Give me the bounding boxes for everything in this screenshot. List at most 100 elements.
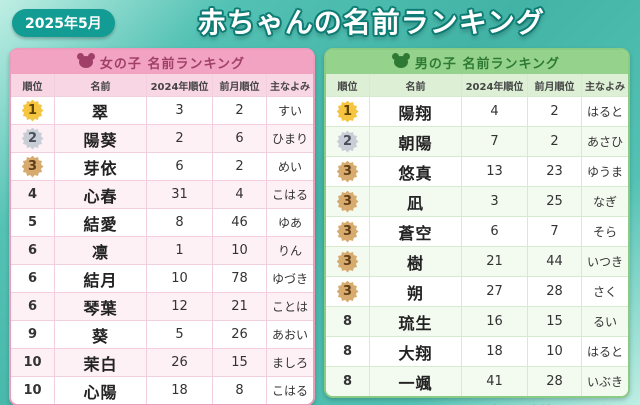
rank-medal: 3 — [336, 220, 359, 243]
rank-cell: 4 — [11, 181, 55, 208]
rank-medal: 3 — [336, 160, 359, 183]
rank-cell: 3 — [326, 247, 370, 276]
girls-ranking-table: 女の子 名前ランキング 順位 名前 2024年順位 前月順位 主なよみ 1 翠 … — [9, 48, 315, 405]
prev-month-rank-cell: 2 — [213, 97, 267, 124]
girls-table-title-bar: 女の子 名前ランキング — [11, 50, 313, 74]
bear-icon — [76, 53, 95, 68]
name-cell: 琴葉 — [55, 293, 147, 320]
rank-2024-cell: 8 — [147, 209, 213, 236]
rank-medal: 10 — [23, 383, 42, 398]
date-badge: 2025年5月 — [12, 9, 115, 37]
name-cell: 心陽 — [55, 377, 147, 404]
reading-cell: ましろ — [271, 356, 308, 370]
rank-medal: 8 — [342, 314, 353, 329]
reading-cell: あおい — [271, 328, 308, 342]
prev-month-rank-cell: 4 — [213, 181, 267, 208]
rank-2024-cell: 26 — [147, 349, 213, 376]
table-row: 3 蒼空 6 7 そら — [326, 217, 628, 247]
prev-month-rank-cell: 25 — [528, 187, 582, 216]
reading-cell: すい — [277, 104, 302, 118]
col-2024-rank: 2024年順位 — [147, 74, 213, 96]
name-cell: 悠真 — [370, 157, 462, 186]
reading-cell: ゆあ — [277, 216, 302, 230]
table-row: 10 茉白 26 15 ましろ — [11, 349, 313, 377]
rank-cell: 8 — [326, 337, 370, 366]
table-row: 8 一颯 41 28 いぶき — [326, 367, 628, 396]
prev-month-rank-cell: 2 — [528, 127, 582, 156]
rank-2024-cell: 4 — [462, 97, 528, 126]
reading-cell: こはる — [271, 384, 308, 398]
girls-table-title: 女の子 名前ランキング — [99, 56, 246, 72]
table-row: 5 結愛 8 46 ゆあ — [11, 209, 313, 237]
rank-2024-cell: 18 — [462, 337, 528, 366]
rank-medal: 3 — [336, 190, 359, 213]
rank-cell: 3 — [11, 153, 55, 180]
prev-month-rank-cell: 46 — [213, 209, 267, 236]
prev-month-rank-cell: 15 — [528, 307, 582, 336]
rank-medal: 2 — [336, 130, 359, 153]
rank-2024-cell: 6 — [462, 217, 528, 246]
prev-month-rank-cell: 10 — [528, 337, 582, 366]
rank-cell: 8 — [326, 367, 370, 396]
col-rank: 順位 — [11, 74, 55, 96]
name-cell: 茉白 — [55, 349, 147, 376]
col-2024-rank: 2024年順位 — [462, 74, 528, 96]
bear-icon — [391, 53, 410, 68]
name-cell: 翠 — [55, 97, 147, 124]
rank-2024-cell: 31 — [147, 181, 213, 208]
rank-cell: 3 — [326, 217, 370, 246]
col-name: 名前 — [55, 74, 147, 96]
boys-column-header: 順位 名前 2024年順位 前月順位 主なよみ — [326, 74, 628, 97]
name-cell: 朝陽 — [370, 127, 462, 156]
rank-2024-cell: 1 — [147, 237, 213, 264]
col-prev-month-rank: 前月順位 — [528, 74, 582, 96]
reading-cell: はると — [586, 105, 623, 119]
rank-2024-cell: 6 — [147, 153, 213, 180]
rank-medal: 3 — [21, 155, 44, 178]
table-row: 3 凪 3 25 なぎ — [326, 187, 628, 217]
rank-2024-cell: 13 — [462, 157, 528, 186]
col-reading: 主なよみ — [270, 81, 310, 93]
reading-cell: いつき — [586, 255, 623, 269]
rank-medal: 3 — [336, 280, 359, 303]
rank-2024-cell: 7 — [462, 127, 528, 156]
name-cell: 凪 — [370, 187, 462, 216]
name-cell: 結月 — [55, 265, 147, 292]
table-row: 3 悠真 13 23 ゆうま — [326, 157, 628, 187]
right-column: 男の子 名前ランキング 順位 名前 2024年順位 前月順位 主なよみ 1 陽翔 — [324, 48, 630, 405]
rank-cell: 3 — [326, 187, 370, 216]
rank-medal: 1 — [21, 99, 44, 122]
reading-cell: はると — [586, 345, 623, 359]
table-row: 6 結月 10 78 ゆづき — [11, 265, 313, 293]
boys-table-title: 男の子 名前ランキング — [414, 56, 561, 72]
prev-month-rank-cell: 6 — [213, 125, 267, 152]
rank-2024-cell: 41 — [462, 367, 528, 396]
rank-2024-cell: 3 — [147, 97, 213, 124]
rank-medal: 5 — [27, 215, 38, 230]
rank-medal: 4 — [27, 187, 38, 202]
rank-cell: 3 — [326, 277, 370, 306]
table-row: 1 陽翔 4 2 はると — [326, 97, 628, 127]
rank-cell: 2 — [326, 127, 370, 156]
name-cell: 琉生 — [370, 307, 462, 336]
table-row: 6 凛 1 10 りん — [11, 237, 313, 265]
name-cell: 凛 — [55, 237, 147, 264]
reading-cell: るい — [592, 315, 617, 329]
reading-cell: こはる — [271, 188, 308, 202]
rank-medal: 6 — [27, 299, 38, 314]
name-cell: 一颯 — [370, 367, 462, 396]
prev-month-rank-cell: 15 — [213, 349, 267, 376]
rank-2024-cell: 21 — [462, 247, 528, 276]
table-row: 2 朝陽 7 2 あさひ — [326, 127, 628, 157]
reading-cell: さく — [592, 285, 617, 299]
prev-month-rank-cell: 26 — [213, 321, 267, 348]
reading-cell: ゆうま — [586, 165, 623, 179]
name-cell: 葵 — [55, 321, 147, 348]
name-cell: 陽葵 — [55, 125, 147, 152]
prev-month-rank-cell: 2 — [213, 153, 267, 180]
rank-2024-cell: 5 — [147, 321, 213, 348]
name-cell: 蒼空 — [370, 217, 462, 246]
prev-month-rank-cell: 28 — [528, 367, 582, 396]
col-rank: 順位 — [326, 74, 370, 96]
